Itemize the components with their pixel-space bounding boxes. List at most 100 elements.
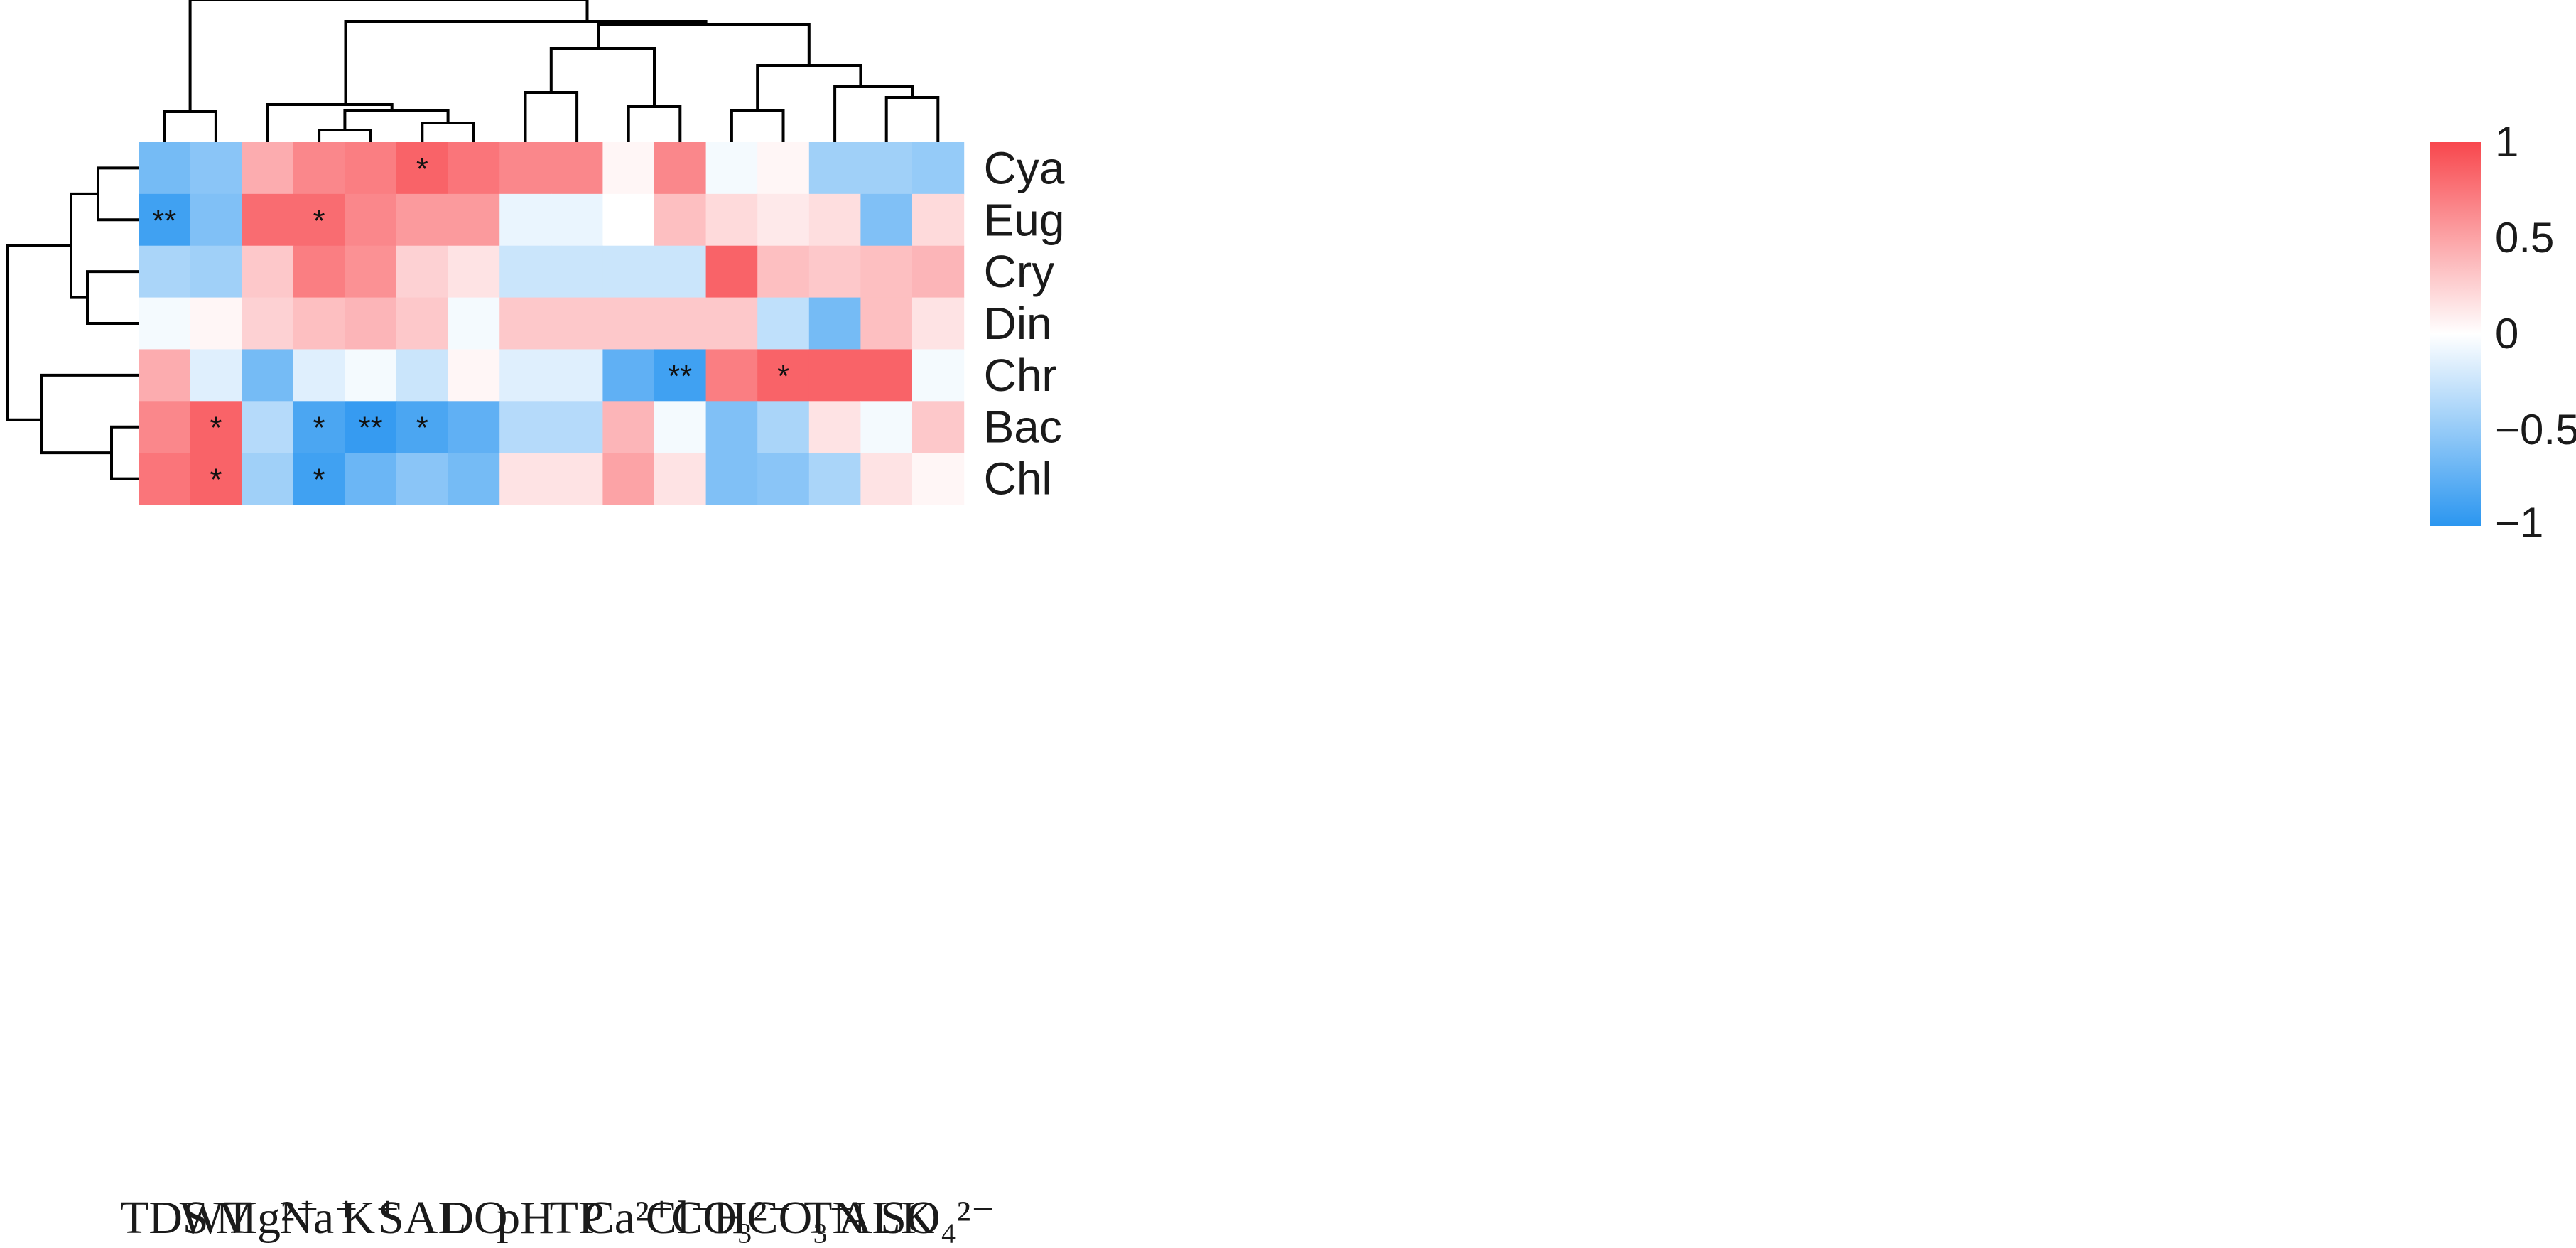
heatmap-cell-cya-2: [242, 142, 294, 195]
column-label: Mg²⁺: [215, 1192, 319, 1244]
heatmap-cell-chr-11: [705, 349, 758, 402]
significance-star: *: [313, 411, 325, 446]
heatmap-cells: [139, 142, 965, 505]
dendrogram-branch: [884, 96, 940, 142]
significance-star: *: [313, 463, 325, 497]
heatmap-cell-cry-13: [808, 245, 861, 298]
row-label-din: Din: [984, 298, 1052, 349]
dendrogram-branch: [86, 270, 139, 326]
column-label: Cl⁻: [646, 1192, 715, 1244]
dendrogram-branch: [421, 122, 475, 142]
heatmap-cell-eug-7: [499, 193, 552, 247]
heatmap-cell-eug-14: [860, 193, 913, 247]
heatmap-cell-chl-14: [860, 453, 913, 505]
heatmap-cell-chr-12: [757, 349, 810, 402]
heatmap-cell-chl-9: [602, 453, 655, 505]
heatmap-cell-bac-1: [190, 401, 242, 453]
significance-star: *: [777, 359, 789, 394]
heatmap-cell-chl-10: [654, 453, 707, 505]
heatmap-cell-chr-4: [345, 349, 397, 402]
column-label: WT: [180, 1192, 253, 1244]
row-label-chl: Chl: [984, 453, 1052, 505]
heatmap-cell-din-13: [808, 297, 861, 350]
heatmap-cell-eug-11: [705, 193, 758, 247]
heatmap-cell-din-2: [242, 297, 294, 350]
heatmap-cell-cya-15: [912, 142, 965, 195]
heatmap-cell-bac-7: [499, 401, 552, 453]
heatmap-cell-cya-6: [448, 142, 500, 195]
heatmap-cell-eug-5: [396, 193, 449, 247]
heatmap-cell-bac-2: [242, 401, 294, 453]
heatmap-cell-eug-0: [139, 193, 191, 247]
column-label: TDS: [120, 1192, 209, 1244]
heatmap-cell-din-3: [293, 297, 345, 350]
heatmap-cell-chl-5: [396, 453, 449, 505]
row-label-cry: Cry: [984, 246, 1055, 297]
column-dendrogram: [163, 0, 940, 142]
heatmap-cell-cry-0: [139, 245, 191, 298]
heatmap-cell-chl-7: [499, 453, 552, 505]
heatmap-cell-din-1: [190, 297, 242, 350]
dendrogram-branch: [163, 110, 217, 142]
heatmap-cell-bac-3: [293, 401, 345, 453]
column-label: ALK: [838, 1192, 935, 1244]
heatmap-cell-chr-13: [808, 349, 861, 402]
heatmap-cell-eug-6: [448, 193, 500, 247]
dendrogram-branch: [97, 166, 139, 222]
dendrogram-branch: [343, 109, 450, 130]
heatmap-cell-bac-5: [396, 401, 449, 453]
row-label-bac: Bac: [984, 402, 1062, 453]
heatmap-cell-din-15: [912, 297, 965, 350]
heatmap-cell-chr-10: [654, 349, 707, 402]
column-label: pH: [497, 1192, 554, 1244]
dendrogram-branch: [833, 85, 914, 142]
heatmap-cell-cya-13: [808, 142, 861, 195]
row-dendrogram: [6, 166, 139, 480]
heatmap-cell-din-7: [499, 297, 552, 350]
heatmap-cell-bac-8: [551, 401, 603, 453]
heatmap-cell-chl-4: [345, 453, 397, 505]
heatmap-cell-chl-8: [551, 453, 603, 505]
significance-star: *: [210, 411, 222, 446]
dendrogram-branch: [188, 0, 589, 112]
dendrogram-branch: [730, 109, 785, 142]
heatmap-cell-din-12: [757, 297, 810, 350]
column-label: HCO₃⁻: [713, 1192, 853, 1244]
significance-star: **: [668, 359, 692, 394]
heatmap-cell-chr-3: [293, 349, 345, 402]
heatmap-cell-cry-11: [705, 245, 758, 298]
dendrogram-branch: [318, 129, 372, 142]
significance-star: *: [416, 411, 428, 446]
column-label: Ca²⁺: [583, 1192, 674, 1244]
heatmap-cell-cry-3: [293, 245, 345, 298]
dendrogram-branch: [344, 20, 708, 104]
heatmap-cell-eug-13: [808, 193, 861, 247]
heatmap-cell-eug-1: [190, 193, 242, 247]
heatmap-cell-cya-4: [345, 142, 397, 195]
row-label-chr: Chr: [984, 350, 1057, 401]
dendrogram-branch: [40, 373, 139, 455]
heatmap-cell-cry-1: [190, 245, 242, 298]
heatmap-cell-cya-1: [190, 142, 242, 195]
heatmap-cell-chr-0: [139, 349, 191, 402]
heatmap-cell-bac-14: [860, 401, 913, 453]
heatmap-cell-cya-12: [757, 142, 810, 195]
heatmap-cell-cry-15: [912, 245, 965, 298]
dendrogram-branch: [266, 103, 394, 142]
heatmap-cell-eug-3: [293, 193, 345, 247]
heatmap-cell-chl-2: [242, 453, 294, 505]
heatmap-cell-bac-15: [912, 401, 965, 453]
heatmap-cell-cry-5: [396, 245, 449, 298]
significance-star: *: [313, 203, 325, 238]
column-label: SO₄²⁻: [880, 1192, 995, 1244]
heatmap-cell-cya-7: [499, 142, 552, 195]
heatmap-cell-chr-1: [190, 349, 242, 402]
column-label: CO₃²⁻: [671, 1192, 791, 1244]
colorbar-tick-label: −1: [2495, 499, 2543, 547]
colorbar-tick-label: 0: [2495, 310, 2518, 357]
significance-star: **: [152, 203, 176, 238]
colorbar-tick-label: 1: [2495, 118, 2518, 166]
heatmap-cell-cya-10: [654, 142, 707, 195]
